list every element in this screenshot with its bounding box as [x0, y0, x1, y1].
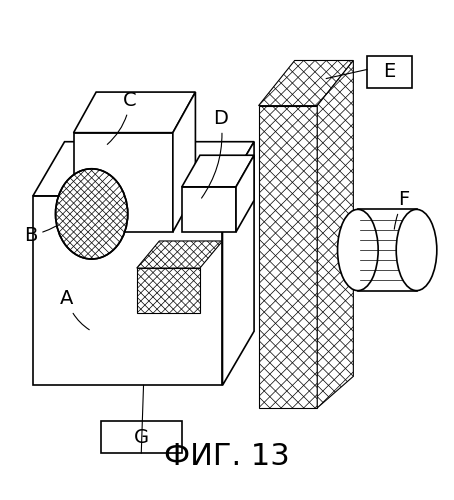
Polygon shape — [137, 241, 222, 268]
Polygon shape — [33, 196, 222, 386]
Text: F: F — [394, 190, 410, 229]
Polygon shape — [259, 60, 353, 106]
Ellipse shape — [55, 169, 128, 259]
Polygon shape — [173, 92, 195, 232]
Text: A: A — [60, 289, 89, 330]
Polygon shape — [182, 187, 236, 232]
Ellipse shape — [338, 210, 378, 290]
Polygon shape — [317, 60, 353, 408]
Ellipse shape — [396, 210, 437, 290]
Polygon shape — [236, 155, 254, 232]
Text: C: C — [107, 90, 137, 144]
Text: ФИГ. 13: ФИГ. 13 — [164, 442, 290, 471]
Polygon shape — [137, 268, 200, 313]
Polygon shape — [33, 142, 254, 196]
Polygon shape — [259, 106, 317, 408]
Text: G: G — [134, 428, 149, 447]
Polygon shape — [182, 155, 254, 187]
Text: E: E — [383, 62, 395, 82]
Polygon shape — [222, 142, 254, 386]
Polygon shape — [74, 132, 173, 232]
Text: B: B — [24, 220, 67, 245]
FancyBboxPatch shape — [367, 56, 412, 88]
FancyBboxPatch shape — [101, 422, 182, 453]
Text: D: D — [202, 108, 228, 198]
Polygon shape — [74, 92, 195, 132]
